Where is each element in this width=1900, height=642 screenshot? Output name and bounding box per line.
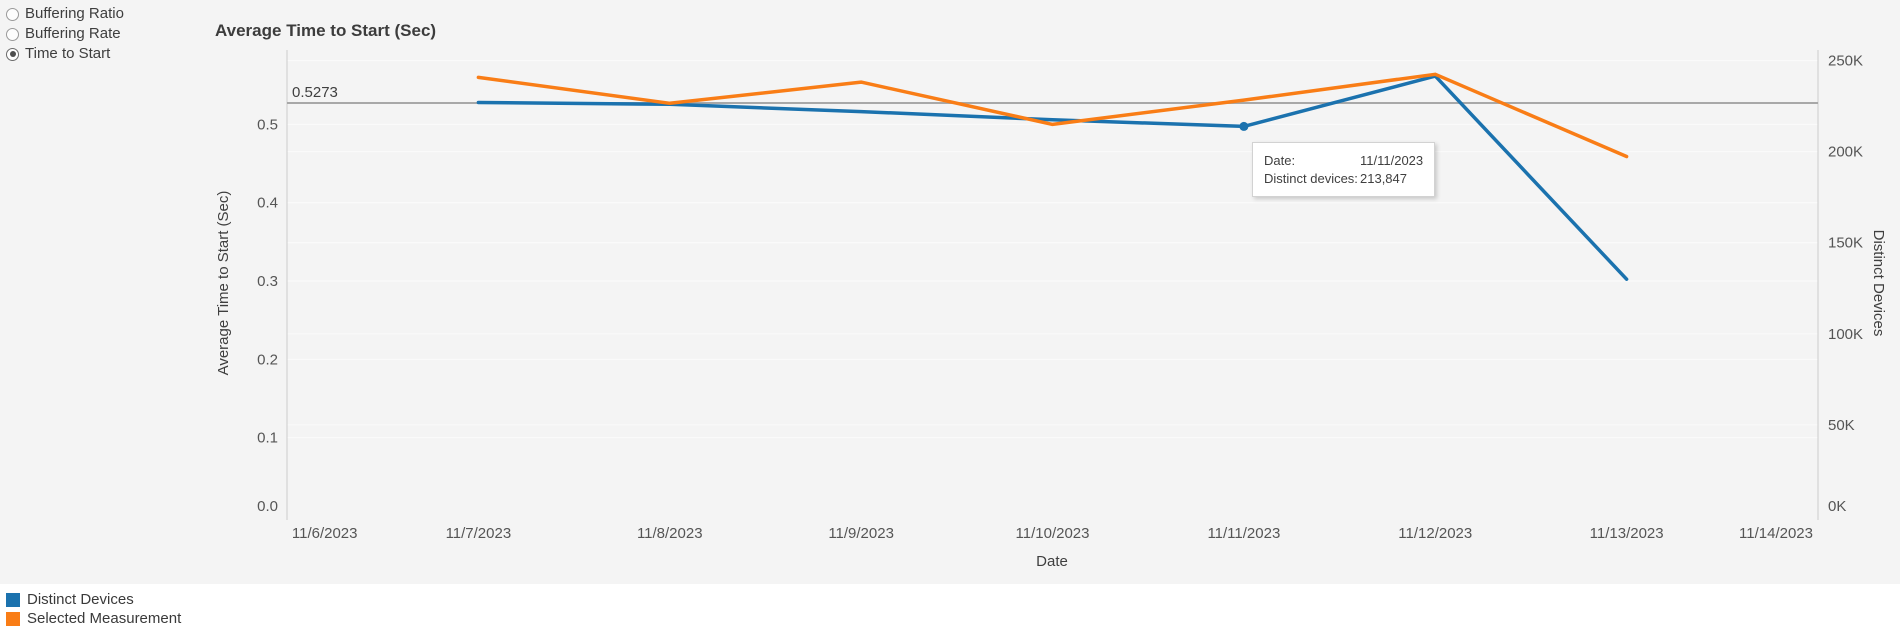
right-axis-tick-label: 100K [1828,326,1863,343]
right-axis-tick-label: 250K [1828,53,1863,70]
left-axis-tick-label: 0.4 [257,195,278,212]
chart-title: Average Time to Start (Sec) [215,21,437,40]
radio-time-to-start[interactable]: Time to Start [6,44,124,64]
legend-label: Selected Measurement [27,610,182,627]
legend-swatch-icon [6,611,20,626]
x-axis-title: Date [1036,553,1068,570]
x-axis-tick-label: 11/14/2023 [1739,525,1813,542]
x-axis-tick-label: 11/11/2023 [1207,525,1280,542]
left-axis-tick-label: 0.2 [257,351,278,368]
x-axis-tick-label: 11/7/2023 [446,525,512,542]
legend-item-distinct-devices[interactable]: Distinct Devices [6,590,181,609]
radio-buffering-ratio[interactable]: Buffering Ratio [6,4,124,24]
x-axis-tick-label: 11/8/2023 [637,525,703,542]
highlighted-data-point[interactable] [1239,121,1249,131]
right-axis-tick-label: 50K [1828,417,1855,434]
right-axis-tick-label: 200K [1828,144,1863,161]
left-axis-title: Average Time to Start (Sec) [215,191,232,376]
radio-label: Buffering Rate [25,25,121,42]
x-axis-tick-label: 11/6/2023 [292,525,358,542]
radio-label: Time to Start [25,45,111,62]
left-axis-tick-label: 0.5 [257,116,278,133]
reference-line-label: 0.5273 [292,84,338,101]
tooltip-devices-value: 213,847 [1360,171,1407,186]
left-axis-tick-label: 0.1 [257,430,278,447]
radio-selected-icon[interactable] [6,47,19,61]
series-line-selected-measurement[interactable] [476,72,1629,159]
x-axis-tick-label: 11/10/2023 [1016,525,1090,542]
left-axis-tick-label: 0.0 [257,498,278,515]
left-axis-tick-label: 0.3 [257,273,278,290]
legend-swatch-icon [6,592,20,607]
x-axis-tick-label: 11/13/2023 [1590,525,1664,542]
radio-buffering-rate[interactable]: Buffering Rate [6,24,124,44]
series-line-distinct-devices[interactable] [476,74,1629,281]
tooltip-devices-label: Distinct devices: [1264,171,1358,186]
tooltip-date-label: Date: [1264,153,1296,168]
time-to-start-line-chart: 0.5273 0.0 0.1 0.2 0.3 0.4 0.5 0K 50K 100K 150K 200… [215,50,1887,570]
right-axis-title: Distinct Devices [1870,230,1887,337]
tooltip-date-value: 11/11/2023 [1360,153,1424,168]
right-axis-tick-label: 0K [1828,498,1846,515]
chart-legend: Distinct Devices Selected Measurement [6,590,181,628]
measurement-radio-group: Buffering Ratio Buffering Rate Time to Sta… [6,4,124,64]
chart-region: Buffering Ratio Buffering Rate Time to Sta… [0,0,1900,584]
x-axis-tick-label: 11/9/2023 [828,525,894,542]
legend-item-selected-measurement[interactable]: Selected Measurement [6,609,181,628]
right-axis-tick-label: 150K [1828,235,1863,252]
radio-label: Buffering Ratio [25,5,124,22]
hover-tooltip: Date: 11/11/2023 Distinct devices: 213,8… [1252,142,1435,197]
legend-label: Distinct Devices [27,591,134,608]
radio-unselected-icon[interactable] [6,27,19,41]
x-axis-tick-label: 11/12/2023 [1398,525,1472,542]
radio-unselected-icon[interactable] [6,7,19,21]
